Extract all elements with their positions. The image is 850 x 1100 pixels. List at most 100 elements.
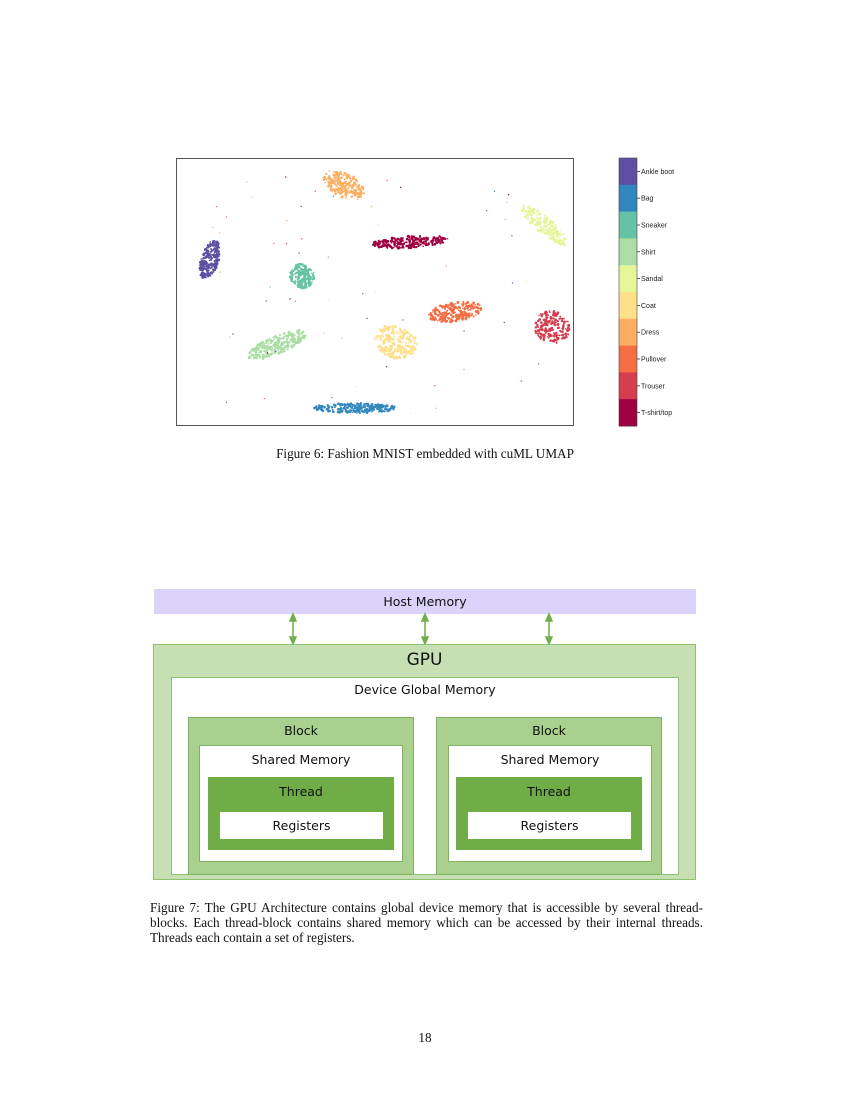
data-point (415, 238, 417, 240)
data-point (410, 245, 413, 248)
data-point (389, 349, 393, 352)
data-point (433, 242, 437, 246)
data-point (439, 242, 442, 245)
data-point (440, 320, 443, 323)
data-point (328, 176, 332, 180)
data-point (557, 326, 560, 329)
data-point (267, 355, 270, 358)
data-point (211, 263, 215, 266)
data-point (296, 271, 299, 274)
colorbar-swatch (619, 158, 637, 186)
colorbar-svg: Ankle boot Bag Sneaker Shirt Sandal Coat Dress… (618, 157, 674, 427)
data-point (382, 331, 384, 333)
data-point (380, 245, 383, 249)
data-point (556, 311, 560, 315)
data-point (390, 325, 392, 328)
data-point (470, 304, 474, 307)
data-point (385, 366, 388, 368)
data-point (297, 329, 301, 332)
data-point (210, 249, 214, 252)
data-point (296, 269, 299, 271)
data-point (549, 317, 553, 320)
data-point (373, 242, 377, 245)
data-point (392, 350, 396, 354)
data-point (328, 405, 331, 407)
data-point (317, 406, 320, 409)
data-point (366, 405, 369, 408)
data-point (393, 332, 396, 335)
data-point (550, 326, 554, 330)
data-point (419, 239, 423, 242)
data-point (415, 241, 419, 245)
data-point (431, 242, 434, 245)
data-point (284, 340, 287, 343)
data-point (401, 245, 405, 249)
data-point (550, 231, 553, 234)
data-point (561, 337, 563, 340)
data-point (394, 239, 398, 242)
data-point (559, 329, 562, 332)
class-colorbar: Ankle boot Bag Sneaker Shirt Sandal Coat Dress… (618, 157, 674, 427)
data-point (544, 228, 547, 231)
data-point (301, 286, 305, 290)
data-point (550, 224, 554, 228)
data-point (469, 308, 472, 311)
data-point (305, 266, 308, 269)
data-point (457, 314, 461, 317)
cluster-sneaker (288, 262, 316, 290)
data-point (343, 407, 346, 410)
colorbar-swatch (619, 399, 637, 427)
data-point (445, 265, 447, 267)
data-point (217, 246, 220, 249)
data-point (479, 307, 482, 310)
data-point (374, 338, 378, 341)
data-point (452, 306, 455, 309)
data-point (560, 234, 563, 237)
data-point (441, 241, 445, 244)
data-point (297, 276, 299, 278)
data-point (371, 409, 374, 412)
data-point (446, 309, 449, 312)
data-point (395, 330, 398, 333)
data-point (534, 326, 538, 329)
data-point (346, 177, 348, 180)
data-point (379, 336, 382, 339)
data-point (461, 317, 465, 320)
data-point (297, 265, 301, 269)
data-point (328, 409, 332, 412)
data-point (554, 319, 556, 322)
colorbar-label: Bag (641, 196, 654, 203)
data-point (328, 406, 330, 409)
data-point (470, 306, 473, 310)
data-point (464, 312, 468, 316)
data-point (290, 279, 294, 282)
colorbar-label: Dress (641, 330, 660, 337)
data-point (541, 227, 545, 230)
data-point (511, 282, 514, 284)
data-point (536, 228, 540, 232)
data-point (212, 248, 216, 251)
data-point (435, 241, 439, 245)
data-point (297, 337, 300, 340)
colorbar-swatch (619, 292, 637, 320)
data-point (333, 182, 336, 185)
data-point (280, 347, 283, 351)
data-point (402, 331, 406, 334)
data-point (266, 348, 269, 351)
data-point (277, 339, 281, 343)
data-point (552, 310, 555, 312)
data-point (311, 281, 313, 284)
data-point (323, 332, 326, 334)
data-point (434, 237, 438, 240)
data-point (417, 245, 420, 248)
data-point (565, 320, 568, 323)
data-point (365, 408, 369, 412)
data-point (299, 338, 303, 342)
data-point (422, 245, 424, 248)
data-point (413, 239, 416, 242)
data-point (398, 355, 401, 358)
data-point (340, 193, 343, 195)
data-point (511, 235, 513, 237)
data-point (356, 180, 358, 183)
data-point (399, 329, 403, 333)
